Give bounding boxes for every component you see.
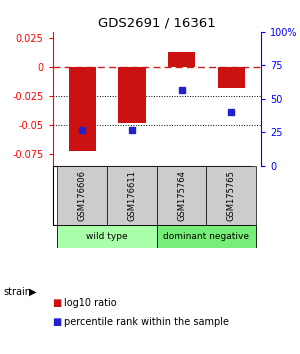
Text: percentile rank within the sample: percentile rank within the sample — [64, 317, 230, 327]
Text: ▶: ▶ — [29, 287, 37, 297]
Text: ■: ■ — [52, 298, 62, 308]
Text: GSM176611: GSM176611 — [128, 170, 136, 221]
Bar — [206, 166, 256, 225]
Text: wild type: wild type — [86, 232, 128, 241]
Text: GSM176606: GSM176606 — [78, 170, 87, 221]
Bar — [168, 52, 195, 67]
Text: ■: ■ — [52, 317, 62, 327]
Bar — [58, 166, 107, 225]
Bar — [58, 225, 157, 248]
Text: dominant negative: dominant negative — [164, 232, 249, 241]
Bar — [69, 67, 96, 151]
Text: strain: strain — [3, 287, 31, 297]
Text: GSM175764: GSM175764 — [177, 170, 186, 221]
Text: log10 ratio: log10 ratio — [64, 298, 117, 308]
Text: GSM175765: GSM175765 — [227, 170, 236, 221]
Bar — [157, 225, 256, 248]
Bar — [218, 67, 245, 88]
Title: GDS2691 / 16361: GDS2691 / 16361 — [98, 16, 216, 29]
Bar — [118, 67, 146, 123]
Bar — [157, 166, 206, 225]
Bar — [107, 166, 157, 225]
